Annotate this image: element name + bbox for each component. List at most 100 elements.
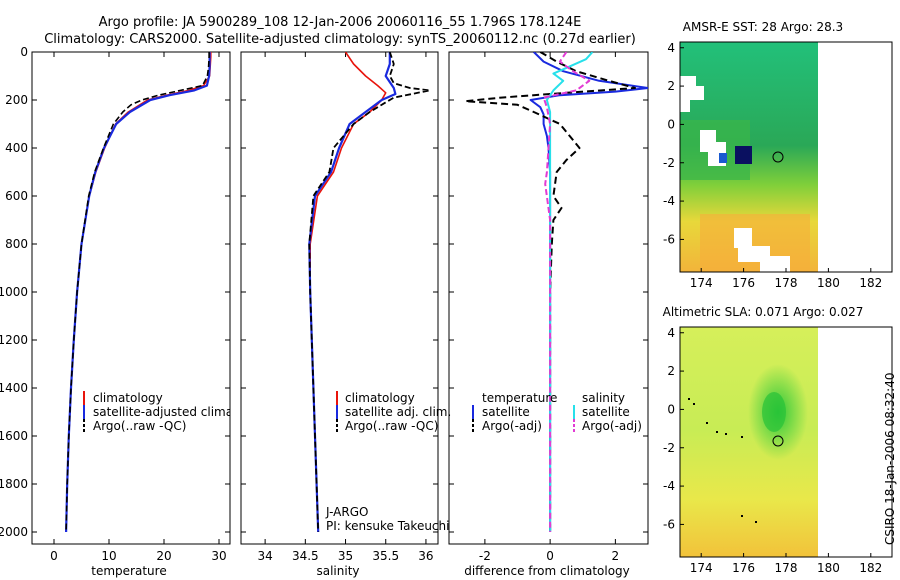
- series-line-salinity-satellite: [545, 52, 594, 532]
- y-tick-label: 400: [5, 141, 28, 155]
- sla-high-anomaly-core: [762, 392, 786, 432]
- salinity-axes: 34 34.5 35 35.5 36: [241, 51, 438, 563]
- map-x-tick-label: 180: [817, 561, 840, 575]
- map-y-tick-label: 4: [667, 326, 675, 340]
- series-line-temperature-argo-adj: [464, 52, 636, 532]
- x-tick-label: 34.5: [292, 549, 319, 563]
- legend-label-satellite: satellite-adjusted climatology: [93, 405, 271, 419]
- sst-map-axes: 174 176 178 180 182 4 2 0 -2 -4 -6: [663, 41, 882, 290]
- y-tick-label: 1600: [0, 429, 28, 443]
- map-x-tick-label: 182: [859, 561, 882, 575]
- series-line-argo-raw-qc: [308, 52, 431, 533]
- land-mask-south: [734, 228, 790, 272]
- sst-map: [679, 41, 893, 273]
- map-y-tick-label: -6: [663, 232, 675, 246]
- legend-label-temp-argo: Argo(-adj): [482, 419, 542, 433]
- timestamp-label: CSIRO 18-Jan-2006 08:32:40: [883, 373, 897, 545]
- legend-label-sal-satellite: satellite: [582, 405, 630, 419]
- temperature-lines: [65, 52, 212, 533]
- difference-legend: temperature salinity satellite Argo(-adj…: [472, 391, 642, 433]
- map-y-tick-label: 2: [667, 364, 675, 378]
- map-x-tick-label: 178: [775, 561, 798, 575]
- legend-label-climatology: climatology: [345, 391, 415, 405]
- map-y-tick-label: -4: [663, 194, 675, 208]
- salinity-legend: climatology satellite adj. clim. Argo(..…: [336, 391, 451, 433]
- x-tick-label: 20: [156, 549, 171, 563]
- y-tick-label: 1000: [0, 285, 28, 299]
- map-x-tick-label: 176: [732, 561, 755, 575]
- x-tick-label: 35: [338, 549, 353, 563]
- figure-title-line1: Argo profile: JA 5900289_108 12-Jan-2006…: [99, 15, 582, 30]
- coastline-dots: [688, 398, 757, 523]
- sst-rain-flag-small: [719, 153, 727, 163]
- x-tick-label: 2: [612, 549, 620, 563]
- x-tick-label: -2: [479, 549, 491, 563]
- map-x-tick-label: 174: [690, 561, 713, 575]
- temperature-axes: 0 10 20 30 0 200 400 600 800 1000 1200 1400 1600 1800…: [0, 45, 230, 563]
- series-line-satellite-adj-clim: [308, 52, 397, 533]
- y-tick-label: 800: [5, 237, 28, 251]
- legend-label-argo: Argo(..raw -QC): [93, 419, 186, 433]
- sla-map-axes: 174 176 178 180 182 4 2 0 -2 -4 -6: [663, 326, 882, 575]
- y-tick-label: 2000: [0, 525, 28, 539]
- map-x-tick-label: 174: [690, 276, 713, 290]
- x-tick-label: 36: [418, 549, 433, 563]
- argo-location-marker: [772, 435, 784, 447]
- panel-salinity-frame: [240, 51, 439, 545]
- legend-label-sal-argo: Argo(-adj): [582, 419, 642, 433]
- map-y-tick-label: 0: [667, 117, 675, 131]
- salinity-lines: [308, 52, 431, 533]
- x-tick-label: 34: [257, 549, 272, 563]
- x-tick-label: 0: [546, 549, 554, 563]
- difference-axes: -2 0 2: [449, 51, 648, 563]
- land-mask-north: [680, 76, 704, 112]
- x-tick-label: 10: [101, 549, 116, 563]
- sst-rain-flag: [735, 146, 752, 164]
- sst-warm-pool: [700, 214, 810, 272]
- y-tick-label: 1800: [0, 477, 28, 491]
- legend-label-climatology: climatology: [93, 391, 163, 405]
- legend-label-temp-satellite: satellite: [482, 405, 530, 419]
- legend-label-satellite: satellite adj. clim.: [345, 405, 451, 419]
- map-y-tick-label: -2: [663, 156, 675, 170]
- figure-title-line2: Climatology: CARS2000. Satellite-adjuste…: [44, 32, 636, 47]
- x-tick-label: 30: [211, 549, 226, 563]
- y-tick-label: 0: [20, 45, 28, 59]
- series-line-satellite-adjusted-climatology: [65, 52, 211, 533]
- y-tick-label: 1400: [0, 381, 28, 395]
- series-line-temperature-satellite: [529, 52, 648, 532]
- sla-map: [679, 326, 893, 558]
- temperature-legend: climatology satellite-adjusted climatolo…: [83, 391, 271, 433]
- map-x-tick-label: 182: [859, 276, 882, 290]
- credit-pi: PI: kensuke Takeuchi: [326, 519, 449, 533]
- sst-map-title: AMSR-E SST: 28 Argo: 28.3: [683, 20, 843, 34]
- argo-location-marker: [772, 151, 784, 163]
- map-x-tick-label: 178: [775, 276, 798, 290]
- y-tick-label: 600: [5, 189, 28, 203]
- difference-lines: [464, 52, 648, 532]
- map-x-tick-label: 180: [817, 276, 840, 290]
- panel-difference-frame: [448, 51, 649, 545]
- series-line-argo-raw-qc: [65, 52, 210, 533]
- salinity-xlabel: salinity: [316, 564, 359, 578]
- map-y-tick-label: 0: [667, 402, 675, 416]
- map-y-tick-label: -6: [663, 517, 675, 531]
- map-x-tick-label: 176: [732, 276, 755, 290]
- temperature-xlabel: temperature: [91, 564, 166, 578]
- legend-heading-salinity: salinity: [582, 391, 625, 405]
- series-line-climatology: [309, 52, 387, 533]
- series-line-climatology: [65, 52, 212, 533]
- legend-heading-temperature: temperature: [482, 391, 557, 405]
- panel-temperature-frame: [31, 51, 231, 545]
- map-y-tick-label: 4: [667, 41, 675, 55]
- map-y-tick-label: -2: [663, 441, 675, 455]
- map-y-tick-label: -4: [663, 479, 675, 493]
- y-tick-label: 200: [5, 93, 28, 107]
- y-tick-label: 1200: [0, 333, 28, 347]
- map-y-tick-label: 2: [667, 79, 675, 93]
- difference-xlabel: difference from climatology: [464, 564, 630, 578]
- sla-map-title: Altimetric SLA: 0.071 Argo: 0.027: [663, 305, 864, 319]
- legend-label-argo: Argo(..raw -QC): [345, 419, 438, 433]
- x-tick-label: 35.5: [372, 549, 399, 563]
